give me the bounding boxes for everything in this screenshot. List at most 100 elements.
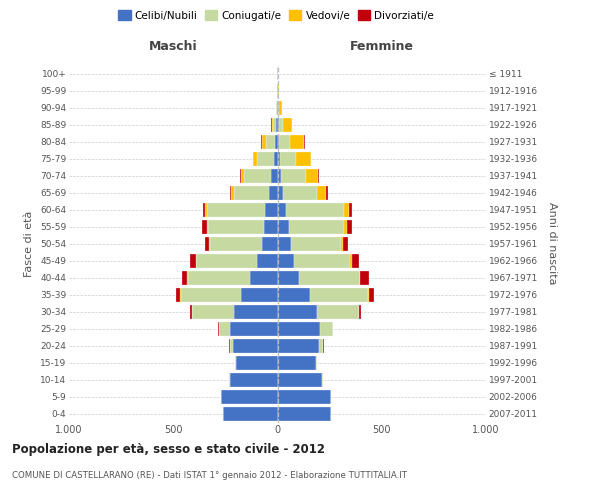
Bar bbox=[277, 390, 331, 404]
Bar bbox=[278, 100, 279, 114]
Bar bbox=[240, 168, 241, 182]
Bar bbox=[344, 220, 347, 234]
Bar bbox=[277, 373, 322, 387]
Bar bbox=[271, 168, 277, 182]
Bar bbox=[209, 237, 210, 250]
Bar bbox=[349, 202, 352, 216]
Bar bbox=[265, 202, 277, 216]
Bar bbox=[219, 322, 230, 336]
Bar bbox=[278, 118, 283, 132]
Bar bbox=[210, 237, 262, 250]
Bar bbox=[182, 271, 187, 285]
Bar bbox=[233, 339, 277, 353]
Bar bbox=[269, 186, 277, 200]
Bar bbox=[361, 271, 369, 285]
Bar bbox=[280, 152, 296, 166]
Bar bbox=[230, 322, 277, 336]
Text: Popolazione per età, sesso e stato civile - 2012: Popolazione per età, sesso e stato civil… bbox=[12, 442, 325, 456]
Bar bbox=[281, 168, 305, 182]
Bar bbox=[277, 288, 310, 302]
Bar bbox=[296, 152, 311, 166]
Bar bbox=[326, 186, 328, 200]
Y-axis label: Anni di nascita: Anni di nascita bbox=[547, 202, 557, 285]
Bar bbox=[277, 237, 291, 250]
Bar bbox=[279, 100, 282, 114]
Bar bbox=[277, 322, 320, 336]
Bar bbox=[317, 305, 359, 319]
Bar bbox=[277, 118, 278, 132]
Bar bbox=[203, 202, 205, 216]
Bar bbox=[257, 152, 274, 166]
Bar bbox=[181, 288, 241, 302]
Bar bbox=[244, 168, 271, 182]
Bar bbox=[190, 254, 196, 268]
Bar bbox=[341, 237, 343, 250]
Bar bbox=[277, 339, 319, 353]
Bar bbox=[188, 271, 250, 285]
Bar bbox=[176, 288, 181, 302]
Bar bbox=[286, 202, 344, 216]
Bar bbox=[205, 237, 209, 250]
Bar bbox=[250, 271, 277, 285]
Bar bbox=[264, 220, 277, 234]
Text: Maschi: Maschi bbox=[149, 40, 197, 53]
Text: Femmine: Femmine bbox=[350, 40, 414, 53]
Bar bbox=[305, 168, 318, 182]
Bar bbox=[343, 237, 349, 250]
Bar bbox=[253, 152, 257, 166]
Bar bbox=[234, 186, 269, 200]
Bar bbox=[360, 271, 361, 285]
Bar bbox=[205, 202, 206, 216]
Bar bbox=[241, 168, 244, 182]
Bar bbox=[350, 254, 352, 268]
Bar bbox=[291, 237, 341, 250]
Bar bbox=[277, 305, 317, 319]
Bar bbox=[231, 186, 234, 200]
Bar bbox=[277, 134, 279, 148]
Legend: Celibi/Nubili, Coniugati/e, Vedovi/e, Divorziati/e: Celibi/Nubili, Coniugati/e, Vedovi/e, Di… bbox=[114, 6, 438, 25]
Bar bbox=[277, 152, 280, 166]
Bar bbox=[277, 220, 289, 234]
Bar bbox=[241, 288, 277, 302]
Bar bbox=[230, 186, 231, 200]
Bar bbox=[257, 254, 277, 268]
Bar bbox=[316, 356, 317, 370]
Bar bbox=[262, 134, 266, 148]
Bar bbox=[277, 356, 316, 370]
Bar bbox=[368, 288, 374, 302]
Bar bbox=[272, 118, 274, 132]
Bar bbox=[192, 305, 234, 319]
Bar bbox=[277, 168, 281, 182]
Bar bbox=[230, 373, 277, 387]
Bar bbox=[289, 220, 344, 234]
Bar bbox=[352, 254, 359, 268]
Bar bbox=[317, 186, 326, 200]
Bar bbox=[223, 407, 277, 421]
Bar bbox=[208, 220, 264, 234]
Bar bbox=[206, 220, 208, 234]
Bar bbox=[277, 407, 331, 421]
Bar bbox=[277, 271, 299, 285]
Bar bbox=[299, 271, 360, 285]
Bar bbox=[279, 134, 290, 148]
Bar bbox=[320, 322, 333, 336]
Bar bbox=[290, 134, 304, 148]
Bar bbox=[236, 356, 277, 370]
Bar bbox=[294, 254, 350, 268]
Bar bbox=[221, 390, 277, 404]
Bar bbox=[283, 186, 317, 200]
Bar bbox=[206, 202, 265, 216]
Bar bbox=[319, 339, 323, 353]
Text: COMUNE DI CASTELLARANO (RE) - Dati ISTAT 1° gennaio 2012 - Elaborazione TUTTITAL: COMUNE DI CASTELLARANO (RE) - Dati ISTAT… bbox=[12, 471, 407, 480]
Bar bbox=[266, 134, 275, 148]
Bar bbox=[277, 254, 294, 268]
Bar bbox=[190, 305, 192, 319]
Bar bbox=[275, 134, 277, 148]
Bar bbox=[274, 118, 277, 132]
Bar bbox=[344, 202, 349, 216]
Bar bbox=[262, 237, 277, 250]
Bar bbox=[202, 220, 206, 234]
Bar bbox=[318, 168, 319, 182]
Bar bbox=[310, 288, 368, 302]
Bar bbox=[274, 152, 277, 166]
